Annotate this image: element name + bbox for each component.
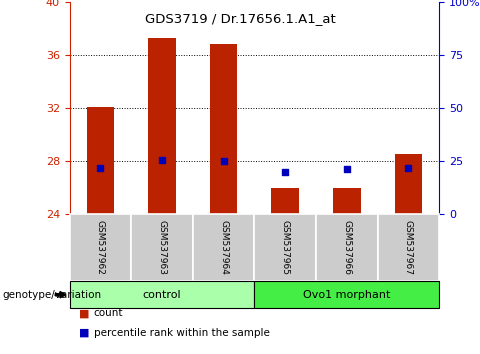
Text: genotype/variation: genotype/variation bbox=[2, 290, 102, 300]
Text: count: count bbox=[94, 308, 123, 318]
Text: GSM537966: GSM537966 bbox=[342, 220, 351, 275]
Text: ■: ■ bbox=[79, 308, 90, 318]
Text: GSM537967: GSM537967 bbox=[404, 220, 413, 275]
Point bbox=[158, 158, 166, 163]
Point bbox=[96, 165, 104, 171]
Text: ■: ■ bbox=[79, 328, 90, 338]
Text: control: control bbox=[143, 290, 181, 300]
Bar bbox=[271, 188, 299, 214]
Text: Ovo1 morphant: Ovo1 morphant bbox=[303, 290, 391, 300]
Text: GSM537965: GSM537965 bbox=[281, 220, 290, 275]
Point bbox=[281, 169, 289, 175]
Point bbox=[220, 158, 228, 164]
Text: GSM537962: GSM537962 bbox=[96, 220, 105, 275]
Point bbox=[343, 166, 350, 172]
Text: GDS3719 / Dr.17656.1.A1_at: GDS3719 / Dr.17656.1.A1_at bbox=[144, 12, 336, 25]
Point bbox=[405, 165, 412, 171]
Text: GSM537964: GSM537964 bbox=[219, 220, 228, 275]
Text: percentile rank within the sample: percentile rank within the sample bbox=[94, 328, 269, 338]
Text: GSM537963: GSM537963 bbox=[157, 220, 167, 275]
Bar bbox=[148, 38, 176, 214]
Bar bbox=[395, 154, 422, 214]
Bar bbox=[333, 188, 360, 214]
Bar bbox=[86, 107, 114, 214]
Bar bbox=[210, 44, 238, 214]
